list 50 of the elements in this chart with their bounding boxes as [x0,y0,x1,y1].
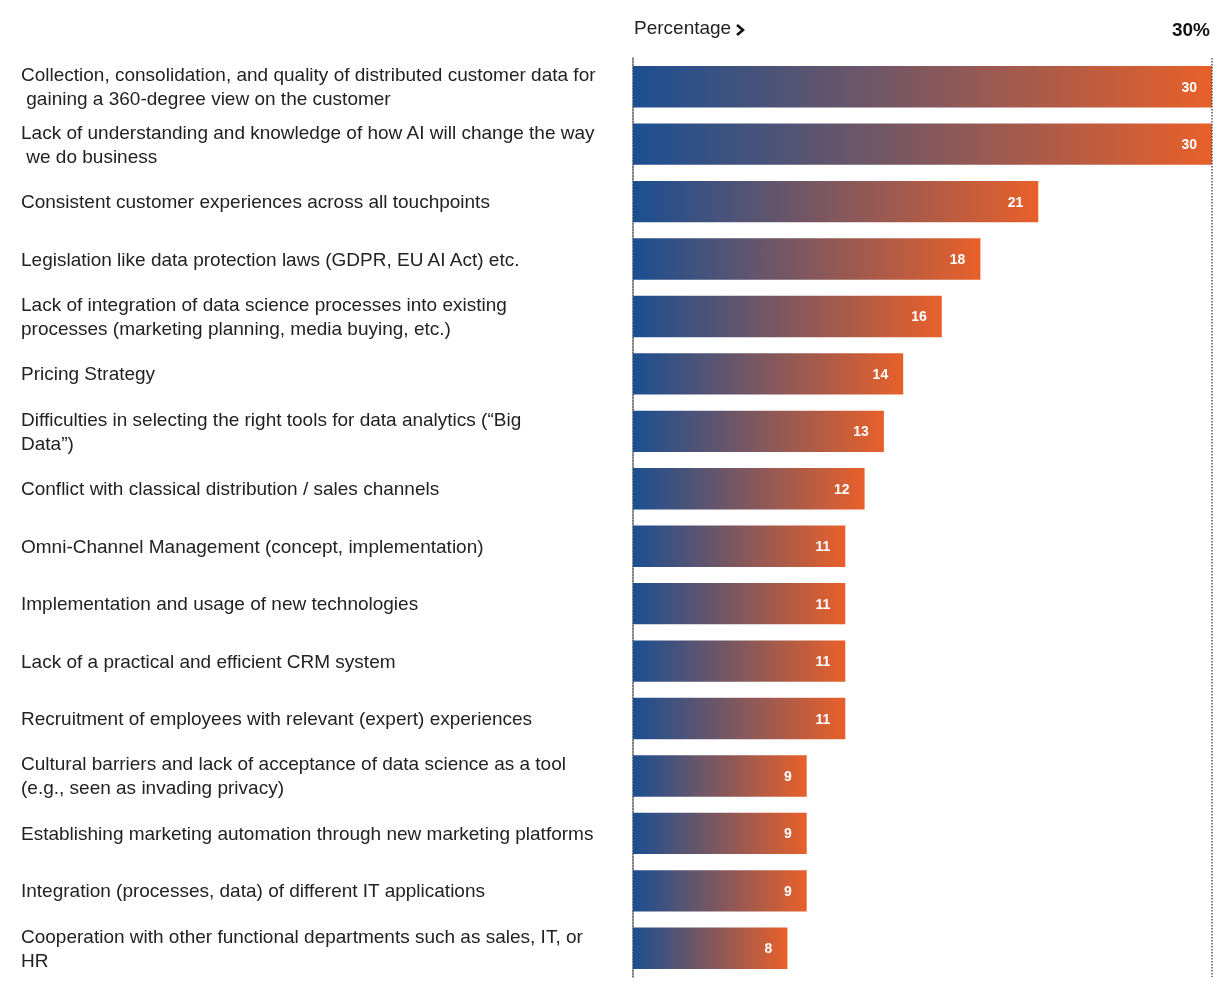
data-label: 18 [949,251,966,268]
y-tick-label: Implementation and usage of new technologies [21,593,419,615]
bar [633,238,981,280]
y-tick-label: Difficulties in selecting the right tools for data analytics (“Big Data”) [21,408,527,454]
y-tick-label: Conflict with classical distribution / sales channels [21,478,440,500]
bar [633,410,884,453]
bar [633,640,846,682]
data-label: 21 [1007,193,1024,210]
bar [633,697,846,740]
y-tick-label: Integration (processes, data) of different IT applications [21,880,486,902]
data-label: 11 [815,653,831,670]
bar [633,525,846,567]
ref-line-label: 30% [1171,19,1211,40]
data-label: 30 [1181,78,1198,95]
data-label: 11 [815,538,831,555]
data-label: 9 [783,767,792,784]
bar [633,353,904,395]
bar [633,180,1039,223]
bar [633,927,788,969]
x-axis-title: Percentage [634,17,732,38]
bar [633,295,942,338]
bar [633,812,807,855]
y-tick-label: Pricing Strategy [21,363,156,385]
bar [633,468,865,510]
data-label: 30 [1181,136,1198,153]
data-label: 14 [872,365,889,382]
y-tick-label: Lack of integration of data science processes into existing processes (marketing planning, media buying, etc.) [21,293,513,339]
bar [633,755,807,797]
y-tick-label: Recruitment of employees with relevant (expert) experiences [21,708,533,730]
y-tick-label: Cooperation with other functional departments such as sales, IT, or HR [21,925,589,971]
bar [633,870,807,912]
bar [633,66,1212,108]
data-label: 9 [783,825,792,842]
data-label: 9 [783,882,792,899]
y-tick-label: Legislation like data protection laws (GDPR, EU AI Act) etc. [21,248,520,270]
data-label: 8 [764,940,773,957]
bar [633,582,846,625]
data-label: 11 [815,710,831,727]
data-label: 11 [815,595,831,612]
data-label: 16 [911,308,928,325]
y-tick-label: Collection, consolidation, and quality of distributed customer data for gaining a 360-degree view on the customer [21,64,597,110]
bar [633,123,1212,165]
y-tick-label: Lack of a practical and efficient CRM system [21,650,396,672]
y-tick-label: Consistent customer experiences across all touchpoints [21,191,490,213]
y-tick-label: Establishing marketing automation through new marketing platforms [21,822,594,844]
y-tick-label: Cultural barriers and lack of acceptance of data science as a tool (e.g., seen as invading privacy) [21,753,572,799]
y-tick-label: Lack of understanding and knowledge of how AI will change the way we do business [21,121,596,167]
y-tick-label: Omni-Channel Management (concept, implementation) [21,535,484,557]
data-label: 12 [834,480,850,497]
data-label: 13 [853,423,870,440]
